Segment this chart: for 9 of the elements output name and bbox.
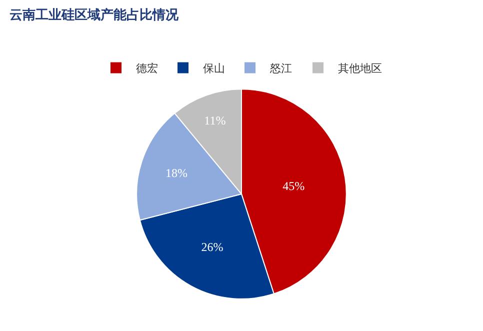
data-label: 11% bbox=[204, 113, 226, 128]
data-label: 18% bbox=[166, 166, 188, 180]
data-label: 26% bbox=[201, 240, 224, 254]
data-label: 45% bbox=[282, 178, 305, 193]
legend-label: 其他地区 bbox=[338, 62, 382, 76]
legend-label: 怒江 bbox=[269, 62, 292, 76]
legend-label: 德宏 bbox=[136, 62, 158, 76]
chart-title: 云南工业硅区域产能占比情况 bbox=[10, 7, 180, 24]
legend-label: 保山 bbox=[203, 62, 225, 76]
